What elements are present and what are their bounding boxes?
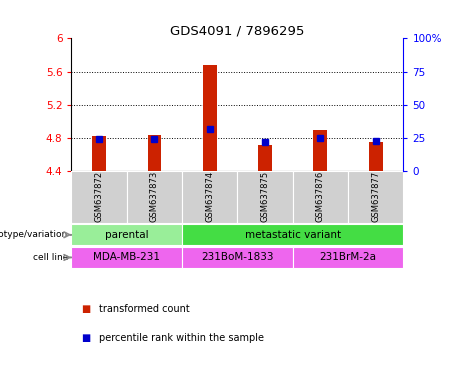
Bar	[127, 171, 182, 223]
Bar	[203, 65, 217, 171]
Text: 231BoM-1833: 231BoM-1833	[201, 252, 274, 262]
Bar	[182, 171, 237, 223]
Text: GSM637877: GSM637877	[371, 170, 380, 222]
Bar	[148, 134, 161, 171]
Bar	[71, 171, 127, 223]
Bar	[293, 247, 403, 268]
Text: MDA-MB-231: MDA-MB-231	[93, 252, 160, 262]
Bar	[348, 171, 403, 223]
Bar	[369, 142, 383, 171]
Text: GSM637874: GSM637874	[205, 170, 214, 222]
Text: ■: ■	[81, 333, 90, 343]
Bar	[92, 136, 106, 171]
Text: GSM637873: GSM637873	[150, 170, 159, 222]
Text: metastatic variant: metastatic variant	[245, 230, 341, 240]
Text: transformed count: transformed count	[99, 304, 190, 314]
Bar	[237, 171, 293, 223]
Bar	[71, 224, 182, 245]
Bar	[313, 130, 327, 171]
Bar	[258, 144, 272, 171]
Text: GSM637875: GSM637875	[260, 170, 270, 222]
Text: GSM637872: GSM637872	[95, 170, 104, 222]
Title: GDS4091 / 7896295: GDS4091 / 7896295	[170, 24, 305, 37]
Text: 231BrM-2a: 231BrM-2a	[319, 252, 377, 262]
Text: ■: ■	[81, 304, 90, 314]
Text: parental: parental	[105, 230, 148, 240]
Text: cell line: cell line	[33, 253, 68, 262]
Text: percentile rank within the sample: percentile rank within the sample	[99, 333, 264, 343]
Bar	[71, 247, 182, 268]
Bar	[293, 171, 348, 223]
Bar	[182, 224, 403, 245]
Bar	[182, 247, 293, 268]
Text: genotype/variation: genotype/variation	[0, 230, 68, 239]
Text: GSM637876: GSM637876	[316, 170, 325, 222]
